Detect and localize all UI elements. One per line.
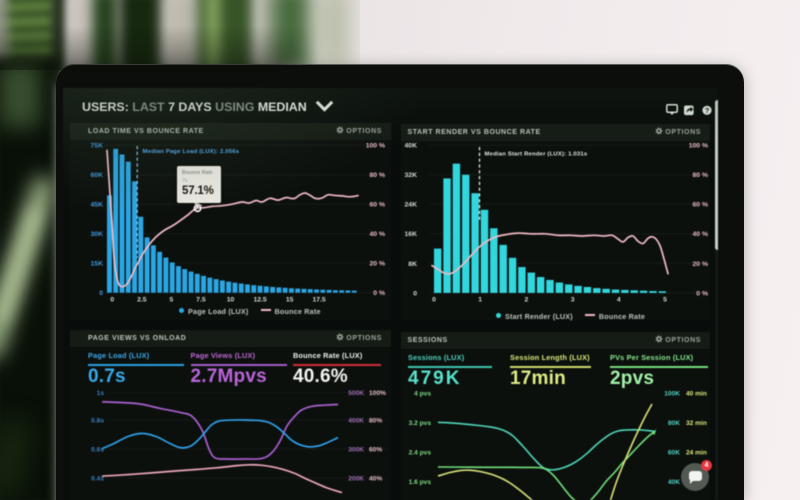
- svg-text:Median Page Load (LUX): 2.056s: Median Page Load (LUX): 2.056s: [143, 149, 240, 155]
- svg-text:60K: 60K: [668, 449, 680, 456]
- svg-text:15K: 15K: [91, 261, 104, 268]
- svg-text:75K: 75K: [91, 143, 104, 150]
- svg-text:16K: 16K: [405, 231, 418, 238]
- svg-text:40%: 40%: [369, 475, 382, 482]
- svg-text:1: 1: [478, 297, 482, 304]
- svg-text:0: 0: [99, 290, 103, 297]
- svg-text:24K: 24K: [405, 202, 418, 209]
- svg-text:12.5: 12.5: [253, 297, 266, 304]
- svg-text:100%: 100%: [369, 390, 386, 397]
- svg-text:10: 10: [227, 297, 235, 304]
- svg-text:4 pvs: 4 pvs: [414, 391, 431, 398]
- svg-text:300K: 300K: [348, 446, 364, 453]
- svg-text:2: 2: [525, 297, 529, 304]
- svg-text:20 %: 20 %: [370, 261, 386, 268]
- svg-text:5: 5: [663, 297, 667, 304]
- svg-text:20 %: 20 %: [693, 261, 709, 268]
- svg-text:32K: 32K: [405, 172, 418, 179]
- svg-text:0.4s: 0.4s: [91, 475, 104, 482]
- svg-text:500K: 500K: [348, 390, 364, 397]
- svg-text:1.6 pvs: 1.6 pvs: [409, 479, 432, 486]
- svg-text:17.5: 17.5: [312, 297, 325, 304]
- svg-text:40K: 40K: [405, 143, 418, 150]
- svg-text:60%: 60%: [369, 446, 382, 453]
- svg-text:30K: 30K: [91, 231, 104, 238]
- svg-text:32 min: 32 min: [686, 420, 707, 427]
- svg-text:0.6s: 0.6s: [91, 446, 104, 453]
- svg-text:1s: 1s: [97, 390, 105, 397]
- svg-text:60 %: 60 %: [693, 202, 709, 209]
- svg-text:0: 0: [413, 290, 417, 297]
- svg-text:3.2 pvs: 3.2 pvs: [409, 420, 432, 427]
- svg-text:0: 0: [432, 297, 436, 304]
- svg-text:60 %: 60 %: [370, 202, 386, 209]
- svg-text:0: 0: [110, 297, 114, 304]
- svg-text:0 %: 0 %: [696, 290, 708, 297]
- svg-text:40 %: 40 %: [370, 231, 386, 238]
- svg-text:80%: 80%: [369, 417, 382, 424]
- svg-text:15: 15: [286, 297, 294, 304]
- svg-text:5: 5: [170, 297, 174, 304]
- svg-text:100 %: 100 %: [366, 143, 385, 150]
- svg-text:2.4 pvs: 2.4 pvs: [409, 449, 432, 456]
- svg-text:0.8s: 0.8s: [91, 417, 104, 424]
- svg-text:200K: 200K: [348, 475, 364, 482]
- svg-text:400K: 400K: [348, 417, 364, 424]
- svg-text:60K: 60K: [91, 172, 104, 179]
- svg-text:80K: 80K: [668, 420, 680, 427]
- svg-text:100 %: 100 %: [689, 143, 708, 150]
- svg-text:45K: 45K: [91, 202, 104, 209]
- svg-text:80 %: 80 %: [693, 172, 709, 179]
- svg-text:7.5: 7.5: [196, 297, 206, 304]
- svg-text:100K: 100K: [664, 391, 680, 398]
- svg-text:40 min: 40 min: [686, 391, 707, 398]
- svg-text:40K: 40K: [668, 479, 680, 486]
- svg-text:?: ?: [705, 106, 710, 115]
- svg-text:24 min: 24 min: [686, 449, 707, 456]
- svg-text:80 %: 80 %: [370, 172, 386, 179]
- svg-text:0 %: 0 %: [373, 290, 385, 297]
- svg-text:2.5: 2.5: [137, 297, 147, 304]
- svg-text:40 %: 40 %: [693, 231, 709, 238]
- svg-text:3: 3: [571, 297, 575, 304]
- svg-text:4: 4: [617, 297, 621, 304]
- svg-text:8K: 8K: [408, 261, 417, 268]
- svg-text:Median Start Render (LUX): 1.0: Median Start Render (LUX): 1.031s: [485, 152, 588, 158]
